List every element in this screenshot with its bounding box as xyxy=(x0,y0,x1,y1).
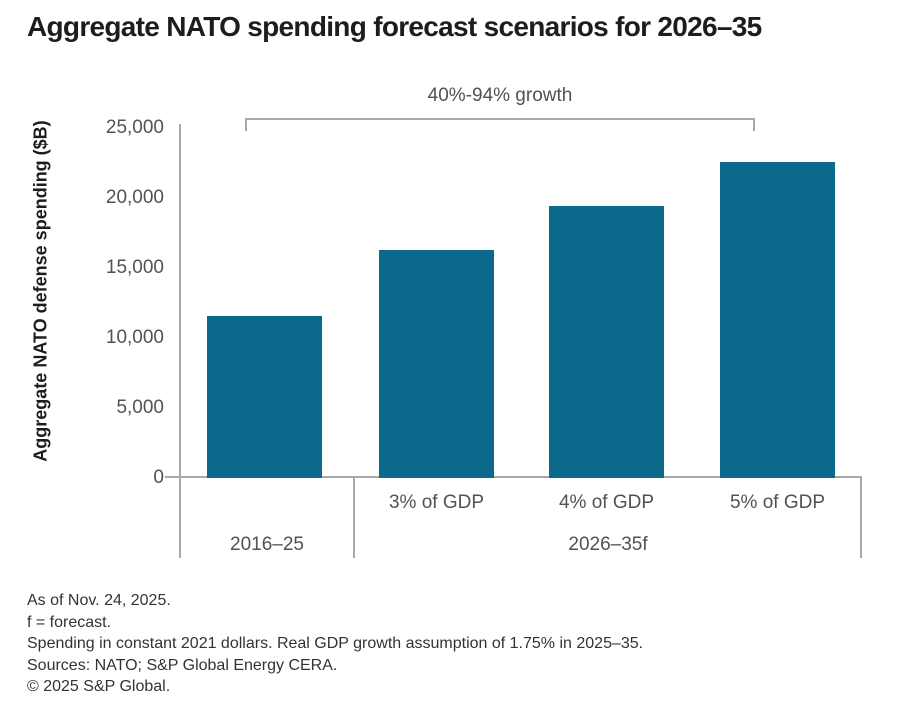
footnotes: As of Nov. 24, 2025. f = forecast. Spend… xyxy=(27,590,643,698)
bar xyxy=(207,316,322,478)
growth-annotation: 40%-94% growth xyxy=(427,85,573,106)
y-axis-title: Aggregate NATO defense spending ($B) xyxy=(26,95,56,487)
x-axis-line xyxy=(165,476,862,478)
y-tick-label: 10,000 xyxy=(105,327,164,348)
bar-sublabel: 4% of GDP xyxy=(558,492,655,513)
y-tick-label: 25,000 xyxy=(105,117,164,138)
y-tick-label: 5,000 xyxy=(116,397,164,418)
footnote-sources: Sources: NATO; S&P Global Energy CERA. xyxy=(27,656,338,674)
x-group-label: 2016–25 xyxy=(230,534,304,555)
x-group-divider-mid xyxy=(353,478,355,558)
footnote-forecast: f = forecast. xyxy=(27,613,112,631)
footnote-assumptions: Spending in constant 2021 dollars. Real … xyxy=(27,635,644,652)
bar xyxy=(379,250,494,478)
growth-bracket xyxy=(245,118,755,131)
x-group-label: 2026–35f xyxy=(568,534,648,555)
y-axis-title-text: Aggregate NATO defense spending ($B) xyxy=(30,120,51,462)
bar-sublabel: 5% of GDP xyxy=(729,492,826,513)
chart-title: Aggregate NATO spending forecast scenari… xyxy=(27,11,762,42)
footnote-as-of: As of Nov. 24, 2025. xyxy=(27,592,171,609)
x-group-divider-right xyxy=(860,478,862,558)
y-axis-line xyxy=(179,124,181,558)
bar-sublabel: 3% of GDP xyxy=(388,492,485,513)
y-tick-label: 0 xyxy=(153,467,164,488)
bar xyxy=(549,206,664,478)
footnote-copyright: © 2025 S&P Global. xyxy=(27,678,171,695)
y-tick-label: 20,000 xyxy=(105,187,164,208)
bar xyxy=(720,162,835,478)
y-tick-label: 15,000 xyxy=(105,257,164,278)
